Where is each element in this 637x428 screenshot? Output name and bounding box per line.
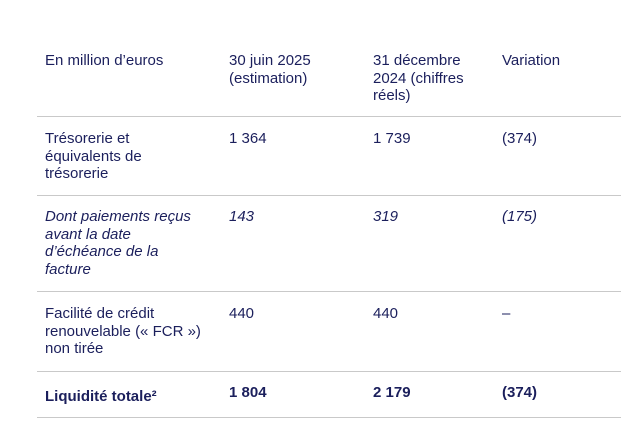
row-divider [37, 417, 621, 418]
value-cell: 2 179 [373, 384, 411, 401]
row-divider [37, 371, 621, 372]
value-cell: 319 [373, 208, 399, 225]
value-cell: 1 739 [373, 130, 411, 147]
value-cell: – [502, 305, 511, 322]
row-label: Facilité de crédit renouvelable (« FCR »… [45, 305, 201, 357]
row-divider [37, 195, 621, 196]
value-cell: 1 804 [229, 384, 267, 401]
value-cell: (175) [502, 208, 538, 225]
header-cell: Variation [502, 52, 561, 69]
header-cell: En million d’euros [45, 52, 164, 69]
value-cell: (374) [502, 384, 538, 401]
row-label: Trésorerie et équivalents de trésorerie [45, 130, 142, 182]
row-label: Liquidité totale² [45, 388, 157, 405]
value-cell: 440 [373, 305, 399, 322]
row-label: Dont paiements reçus avant la date d’éch… [45, 208, 191, 278]
header-cell: 31 décembre 2024 (chiffres réels) [373, 52, 464, 104]
value-cell: (374) [502, 130, 538, 147]
row-divider [37, 291, 621, 292]
header-cell: 30 juin 2025 (estimation) [229, 52, 311, 87]
value-cell: 1 364 [229, 130, 267, 147]
value-cell: 143 [229, 208, 255, 225]
row-divider [37, 116, 621, 117]
value-cell: 440 [229, 305, 255, 322]
